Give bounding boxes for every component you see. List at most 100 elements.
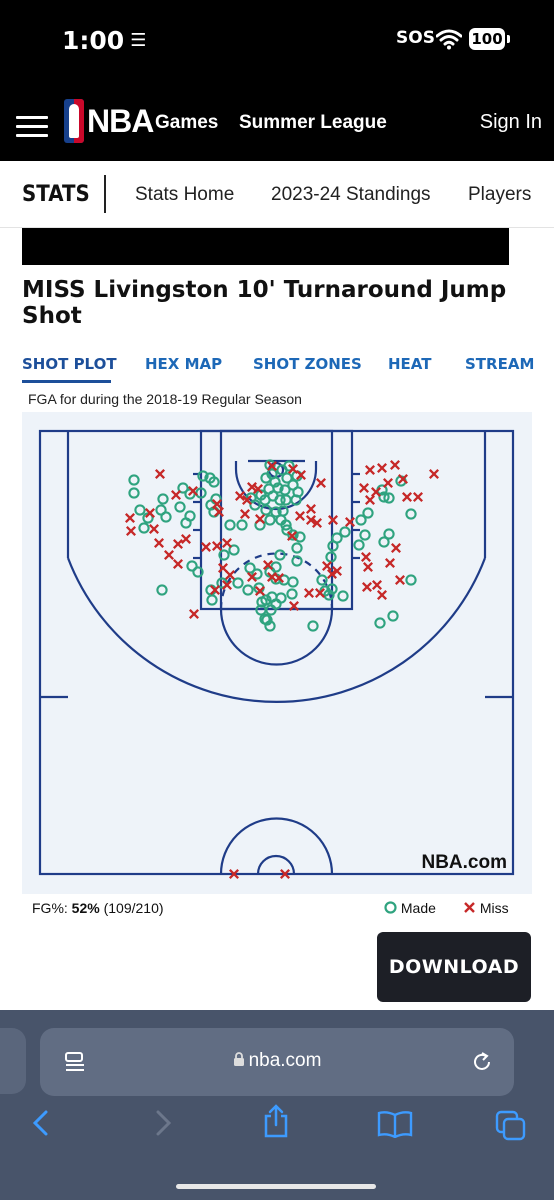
missed-shot-marker (273, 572, 285, 584)
menu-icon[interactable] (16, 116, 48, 138)
missed-shot-marker (344, 516, 356, 528)
made-shot-marker (134, 504, 146, 516)
missed-shot-marker (326, 568, 338, 580)
made-shot-marker (236, 519, 248, 531)
made-shot-marker (260, 594, 272, 606)
made-shot-marker (290, 494, 302, 506)
made-shot-marker (138, 522, 150, 534)
status-bar: 1:00 ☰ SOS 100 (0, 0, 554, 80)
shot-plot-subtitle: FGA for during the 2018-19 Regular Seaso… (28, 391, 302, 407)
fg-label: FG%: (32, 900, 68, 916)
made-shot-marker (180, 517, 192, 529)
players-link[interactable]: Players (468, 184, 532, 205)
missed-shot-marker (246, 571, 258, 583)
fg-summary: FG%: 52% (109/210) (32, 900, 164, 916)
missed-shot-marker (428, 468, 440, 480)
made-shot-marker (378, 536, 390, 548)
shot-title: MISS Livingston 10' Turnaround Jump Shot (22, 277, 507, 329)
tabs-icon[interactable] (495, 1110, 527, 1142)
missed-shot-marker (412, 491, 424, 503)
made-shot-marker (260, 504, 272, 516)
browser-toolbar: nba.com (0, 1010, 554, 1200)
made-shot-marker (405, 574, 417, 586)
made-shot-marker (208, 476, 220, 488)
made-shot-marker (128, 487, 140, 499)
reader-icon[interactable] (64, 1052, 86, 1072)
missed-shot-marker (262, 559, 274, 571)
standings-link[interactable]: 2023-24 Standings (271, 184, 431, 205)
made-shot-marker (186, 560, 198, 572)
tab-shot-zones[interactable]: SHOT ZONES (253, 355, 362, 373)
missed-shot-marker (241, 494, 253, 506)
missed-shot-marker (294, 510, 306, 522)
sign-in-link[interactable]: Sign In (479, 111, 542, 133)
made-shot-marker (275, 514, 287, 526)
made-shot-marker (177, 482, 189, 494)
made-shot-marker (270, 506, 282, 518)
made-shot-marker (286, 588, 298, 600)
made-shot-marker (259, 613, 271, 625)
missed-shot-marker (360, 551, 372, 563)
missed-shot-marker (221, 579, 233, 591)
made-shot-marker (337, 590, 349, 602)
made-shot-marker (156, 584, 168, 596)
nba-logo-mark (64, 99, 84, 143)
back-icon[interactable] (28, 1110, 54, 1136)
missed-shot-marker (321, 560, 333, 572)
missed-shot-marker (390, 542, 402, 554)
made-shot-marker (383, 528, 395, 540)
missed-shot-marker (213, 506, 225, 518)
forward-icon[interactable] (150, 1110, 176, 1136)
video-player-bar[interactable] (22, 228, 509, 265)
made-shot-marker (269, 476, 281, 488)
previous-tab-preview[interactable] (0, 1028, 26, 1094)
missed-shot-marker (376, 462, 388, 474)
missed-shot-marker (200, 541, 212, 553)
missed-shot-marker (295, 469, 307, 481)
url-text[interactable]: nba.com (40, 1050, 514, 1072)
missed-shot-marker (397, 473, 409, 485)
focus-icon: ☰ (130, 30, 147, 51)
made-shot-marker (323, 589, 335, 601)
nba-watermark: NBA.com (421, 852, 507, 873)
stats-divider (104, 175, 106, 213)
made-shot-marker (291, 555, 303, 567)
nav-summer-league[interactable]: Summer League (239, 112, 387, 133)
address-bar[interactable]: nba.com (40, 1028, 514, 1096)
missed-shot-marker (221, 537, 233, 549)
share-icon[interactable] (261, 1104, 291, 1138)
made-shot-marker (263, 483, 275, 495)
wifi-icon (436, 29, 462, 50)
made-shot-marker (307, 620, 319, 632)
missed-shot-marker (252, 483, 264, 495)
made-shot-marker (280, 494, 292, 506)
nba-logo-text: NBA (87, 102, 154, 139)
download-button[interactable]: DOWNLOAD (377, 932, 531, 1002)
nav-games[interactable]: Games (155, 112, 219, 133)
nba-logo[interactable]: NBA (64, 99, 154, 143)
stats-title[interactable]: STATS (22, 182, 90, 207)
center-circle-inner (256, 854, 296, 875)
made-shot-marker (157, 493, 169, 505)
bookmarks-icon[interactable] (377, 1110, 413, 1138)
reload-icon[interactable] (470, 1050, 494, 1074)
tab-shot-plot[interactable]: SHOT PLOT (22, 355, 117, 373)
tab-stream[interactable]: STREAM (465, 355, 535, 373)
missed-shot-marker (188, 608, 200, 620)
free-throw-circle-bottom (219, 608, 334, 666)
missed-shot-marker (172, 558, 184, 570)
missed-shot-marker (154, 468, 166, 480)
missed-shot-marker (153, 537, 165, 549)
missed-shot-marker (254, 513, 266, 525)
made-shot-marker (374, 617, 386, 629)
missed-shot-marker (287, 463, 299, 475)
made-shot-marker (281, 472, 293, 484)
tab-heat[interactable]: HEAT (388, 355, 432, 373)
made-shot-marker (224, 519, 236, 531)
missed-shot-marker (254, 585, 266, 597)
legend-miss: Miss (463, 900, 509, 916)
missed-shot-marker (211, 540, 223, 552)
stats-home-link[interactable]: Stats Home (135, 184, 235, 205)
made-shot-marker (264, 514, 276, 526)
tab-hex-map[interactable]: HEX MAP (145, 355, 223, 373)
